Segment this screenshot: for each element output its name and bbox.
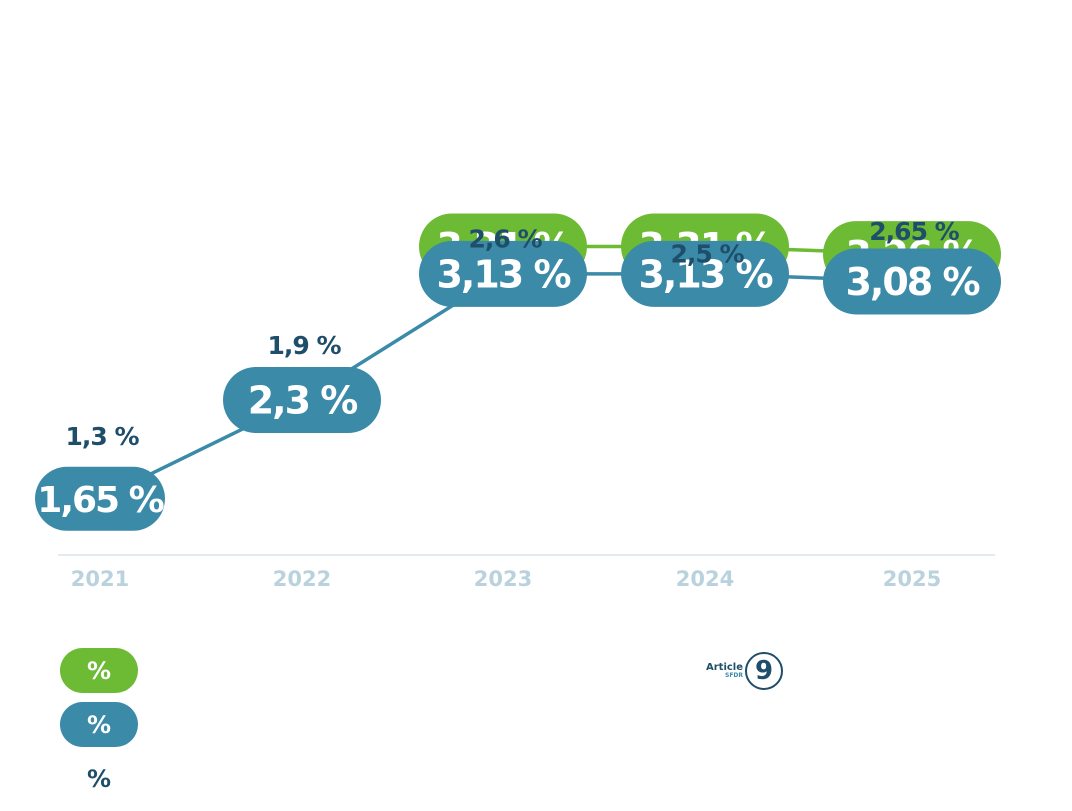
legend-swatch-blue: %: [60, 702, 138, 747]
x-tick-label: 2023: [474, 567, 532, 591]
data-label-plain: 2,5 %: [670, 240, 744, 269]
x-tick-label: 2025: [883, 567, 941, 591]
legend-swatch-green: %: [60, 648, 138, 693]
pill-shape: [35, 466, 165, 531]
data-label: 1,65 %: [37, 480, 163, 521]
data-label: 3,13 %: [638, 253, 772, 297]
data-point-pill: 3,13 %: [419, 240, 587, 307]
legend-symbol: %: [86, 764, 112, 793]
pill-shape: [621, 240, 789, 307]
data-label-plain: 2,6 %: [468, 224, 542, 253]
x-tick-label: 2024: [676, 567, 734, 591]
logo-sub: SFDR: [725, 672, 744, 679]
x-axis-ticks: 2021 2022 2023 2024 2025: [71, 567, 941, 591]
data-label: 3,08 %: [845, 260, 979, 304]
pill-shape: [823, 248, 1001, 315]
data-point-pill: 3,13 %: [621, 240, 789, 307]
x-tick-label: 2022: [273, 567, 331, 591]
data-label: 2,3 %: [248, 379, 358, 423]
data-label-plain: 1,9 %: [267, 331, 341, 360]
legend-symbol: %: [86, 710, 112, 739]
series-line-1: [99, 272, 913, 501]
data-labels: 3,31 %3,31 %3,26 %1,65 %2,3 %3,13 %3,13 …: [35, 213, 1001, 531]
data-label-plain: 2,65 %: [869, 217, 959, 246]
logo-word: Article: [706, 662, 744, 673]
data-label: 3,13 %: [436, 253, 570, 297]
legend-symbol: %: [86, 656, 112, 685]
data-point-pill: 3,08 %: [823, 248, 1001, 315]
data-point-pill: 1,65 %: [35, 466, 166, 531]
data-point-pill: 2,3 %: [223, 367, 381, 433]
legend-swatch-plain: %: [60, 756, 138, 801]
logo-number: 9: [745, 652, 784, 690]
line-chart: 3,31 %3,31 %3,26 %1,65 %2,3 %3,13 %3,13 …: [35, 213, 1001, 591]
x-tick-label: 2021: [71, 567, 129, 591]
article-9-logo: Article SFDR 9: [706, 652, 784, 690]
pill-shape: [223, 367, 381, 433]
pill-shape: [419, 240, 587, 307]
data-label-plain: 1,3 %: [65, 422, 139, 451]
